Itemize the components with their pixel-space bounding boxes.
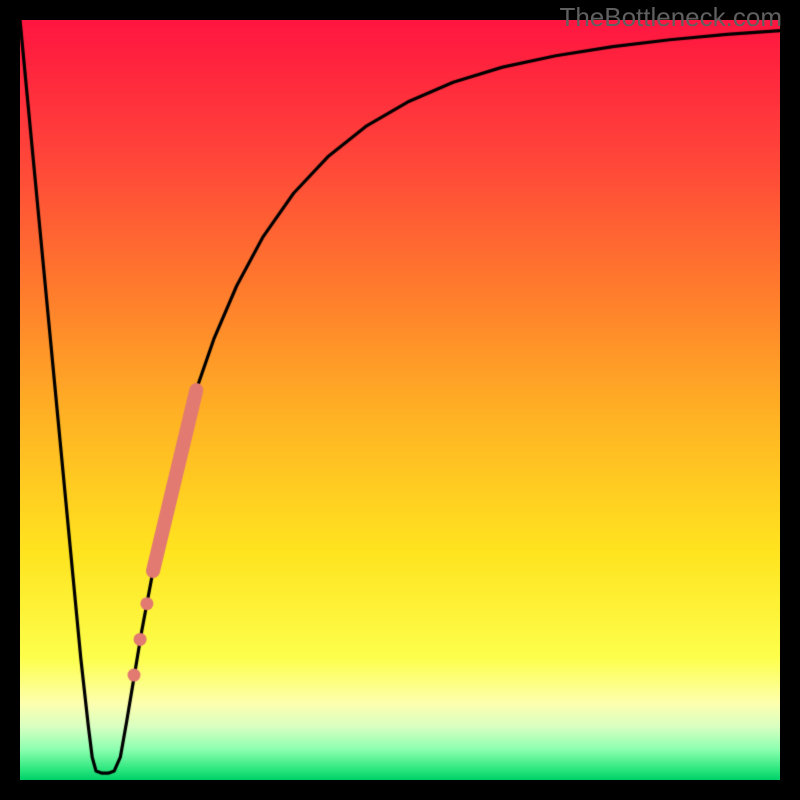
stage: TheBottleneck.com	[0, 0, 800, 800]
bottleneck-chart	[20, 20, 780, 780]
watermark-text: TheBottleneck.com	[559, 2, 782, 33]
